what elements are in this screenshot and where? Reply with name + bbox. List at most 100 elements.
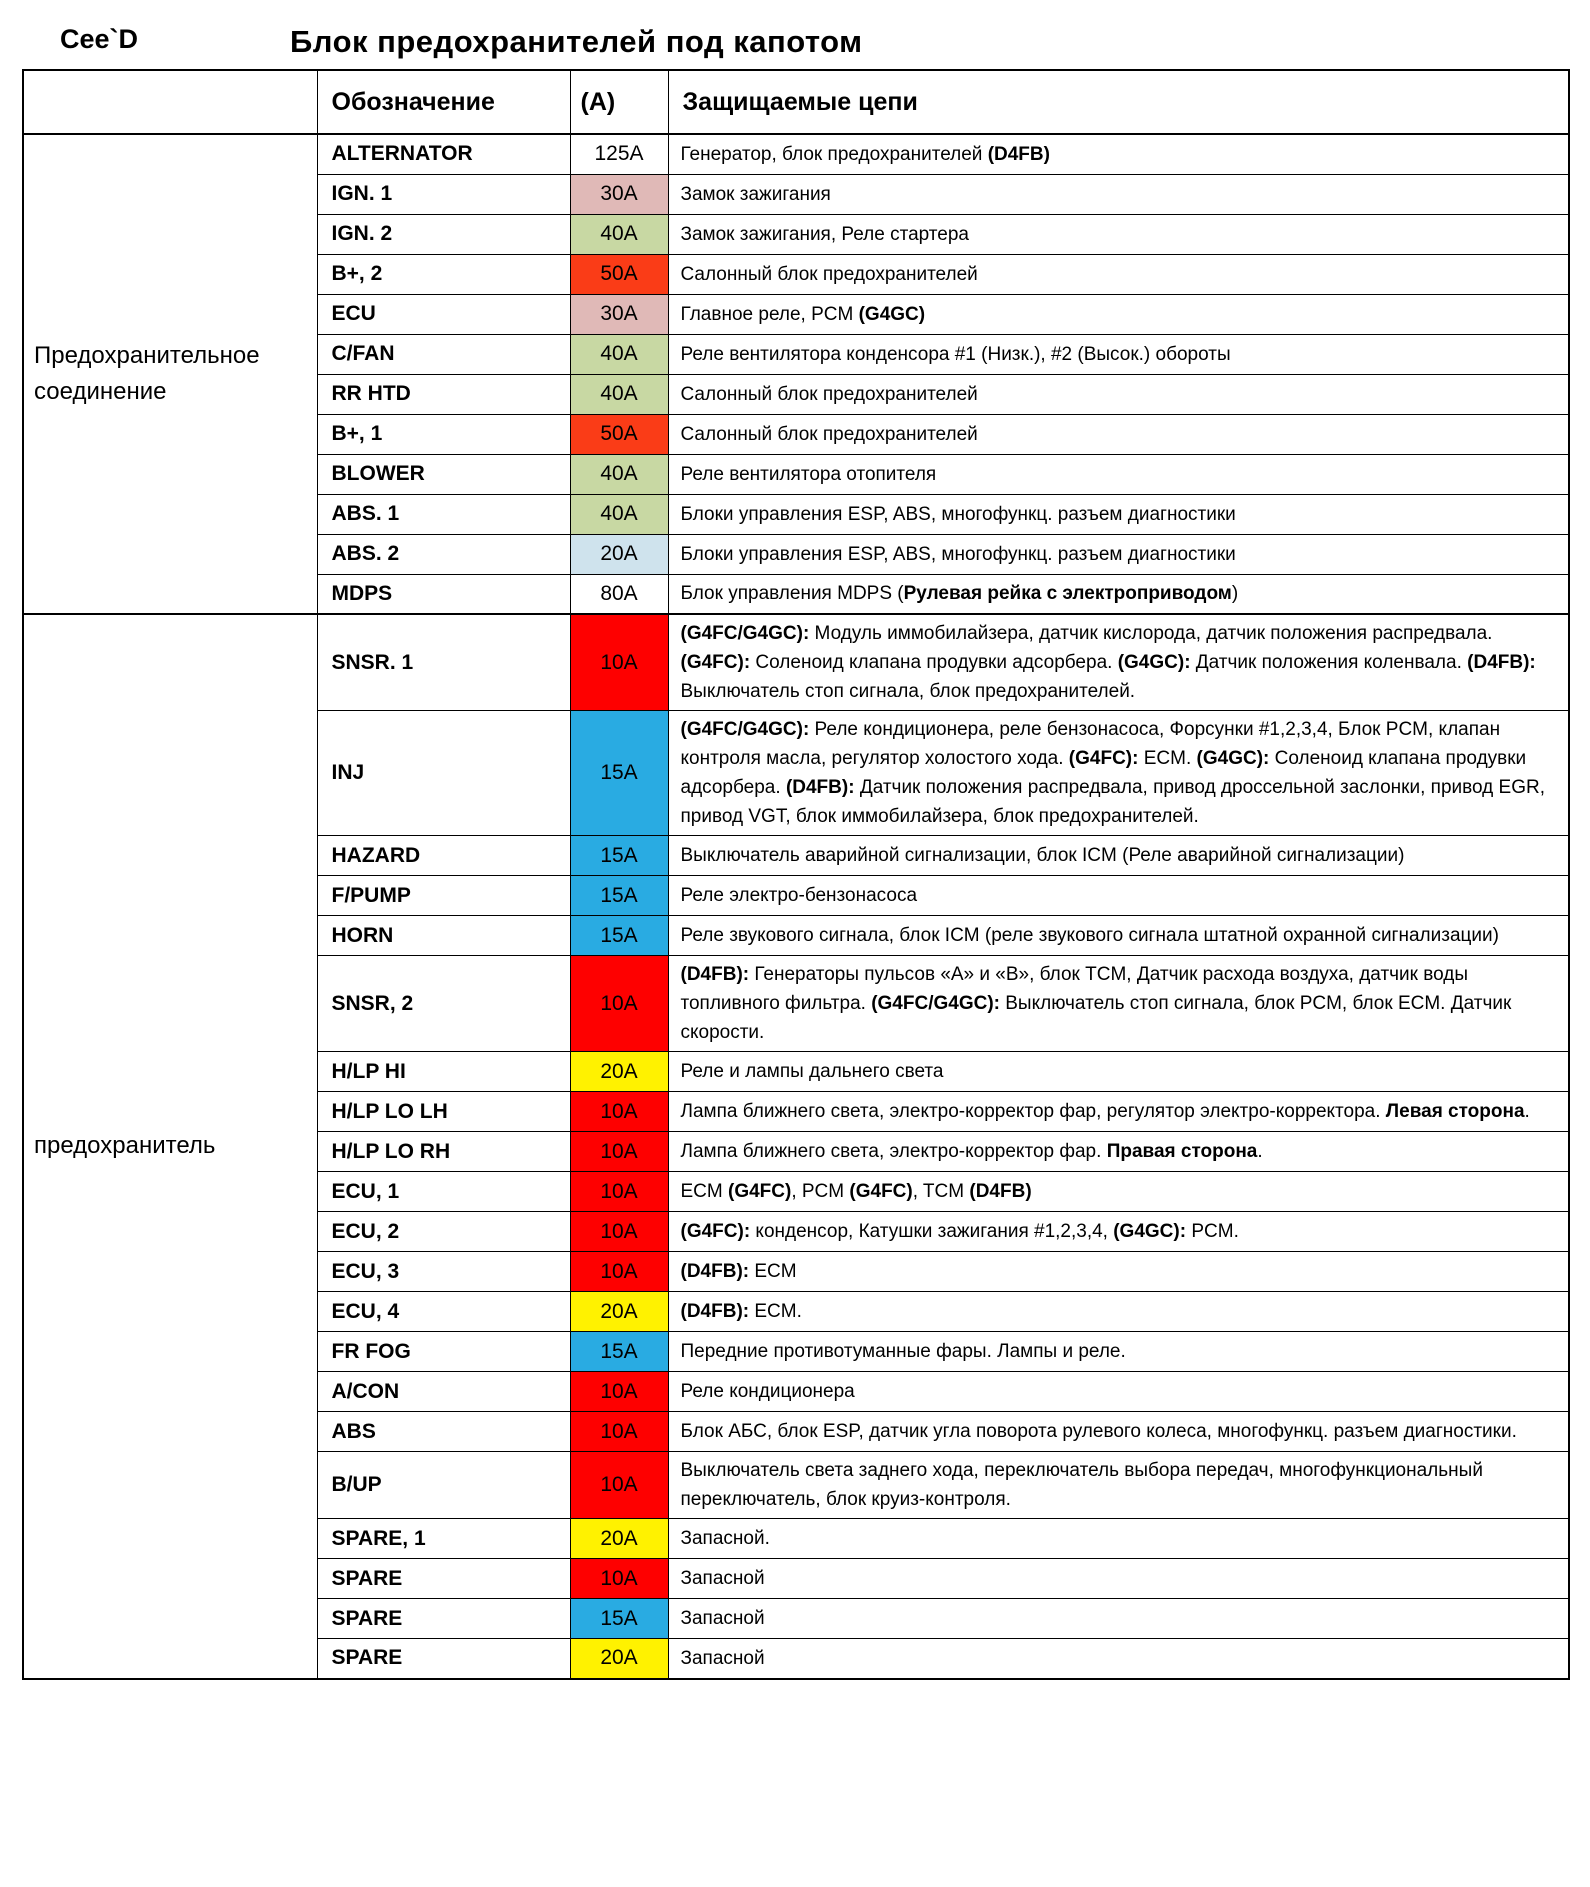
table-row: BLOWER 40A Реле вентилятора отопителя xyxy=(23,453,1570,495)
amperage-cell: 40A xyxy=(569,373,669,415)
circuits-cell: (G4FC): конденсор, Катушки зажигания #1,… xyxy=(667,1211,1570,1252)
circuit-text-bold: (G4FC/G4GC): xyxy=(680,623,810,644)
circuit-text: Датчик положения распредвала, привод дро… xyxy=(680,777,1545,827)
table-row: SPARE, 1 20A Запасной. xyxy=(23,1518,1570,1559)
amperage-cell: 40A xyxy=(569,493,669,535)
table-row: HAZARD 15A Выключатель аварийной сигнализа… xyxy=(23,835,1570,876)
circuits-cell: Реле звукового сигнала, блок ICM (реле з… xyxy=(667,915,1570,956)
circuit-text: Салонный блок предохранителей xyxy=(680,383,978,405)
circuit-text-bold: (D4FB): xyxy=(680,1261,750,1282)
circuits-cell: (D4FB): ECM. xyxy=(667,1291,1570,1332)
amperage-cell: 20A xyxy=(569,1051,669,1092)
table-row: SNSR, 2 10A (D4FB): Генераторы пульсов «А»… xyxy=(23,955,1570,1052)
circuits-cell: Реле электро-бензонасоса xyxy=(667,875,1570,916)
table-row: ECU, 3 10A (D4FB): ECM xyxy=(23,1251,1570,1292)
page-title: Блок предохранителей под капотом xyxy=(290,24,863,59)
circuit-text: Модуль иммобилайзера, датчик кислорода, … xyxy=(809,623,1493,644)
circuit-text: Датчик положения коленвала. xyxy=(1190,652,1468,673)
circuit-text-bold: (G4FC) xyxy=(728,1181,792,1202)
amperage-cell: 50A xyxy=(569,413,669,455)
fuse-table-body: Предохранительное соединение ALTERNATOR 12… xyxy=(22,133,1570,1679)
circuit-text: Блок управления MDPS ( xyxy=(680,583,904,605)
circuit-text: Запасной xyxy=(680,1608,765,1629)
amperage-cell: 20A xyxy=(569,1638,669,1679)
group-label: предохранитель xyxy=(22,613,318,1679)
circuits-header: Защищаемые цепи xyxy=(667,69,1570,135)
designation-cell: H/LP LO LH xyxy=(316,1091,571,1132)
amperage-cell: 10A xyxy=(569,1451,669,1519)
circuits-cell: Запасной xyxy=(667,1638,1570,1679)
circuit-text: конденсор, Катушки зажигания #1,2,3,4, xyxy=(750,1221,1114,1242)
circuit-text-bold: (D4FB): xyxy=(680,1301,750,1322)
circuits-cell: Реле вентилятора отопителя xyxy=(667,453,1570,495)
circuit-text-bold: (G4GC): xyxy=(1196,748,1270,769)
table-row: SPARE 10A Запасной xyxy=(23,1558,1570,1599)
circuits-cell: Блоки управления ESP, ABS, многофункц. р… xyxy=(667,493,1570,535)
circuit-text: Передние противотуманные фары. Лампы и р… xyxy=(680,1341,1126,1362)
table-row: Предохранительное соединение ALTERNATOR 12… xyxy=(22,133,1570,615)
brand-label: Cee`D xyxy=(60,24,139,54)
table-row: IGN. 2 40A Замок зажигания, Реле стартера xyxy=(23,213,1570,255)
designation-header: Обозначение xyxy=(316,69,571,135)
designation-cell: ECU, 1 xyxy=(316,1171,571,1212)
circuits-cell: Замок зажигания, Реле стартера xyxy=(667,213,1570,255)
circuits-cell: Салонный блок предохранителей xyxy=(667,253,1570,295)
table-row: RR HTD 40A Салонный блок предохранителей xyxy=(23,373,1570,415)
circuit-text: Главное реле, PCM xyxy=(680,303,859,325)
circuits-cell: (G4FC/G4GC): Реле кондиционера, реле бен… xyxy=(667,710,1570,836)
circuit-text: Генераторы пульсов «А» и «В», блок TCM, … xyxy=(680,964,1469,1014)
circuit-text-bold: Рулевая рейка с электроприводом xyxy=(903,583,1232,605)
circuit-text: . xyxy=(1524,1101,1530,1122)
circuit-text-bold: (D4FB) xyxy=(969,1181,1032,1202)
circuit-text: Реле кондиционера xyxy=(680,1381,855,1402)
designation-cell: INJ xyxy=(316,710,571,836)
circuit-text: ECM xyxy=(680,1181,728,1202)
circuit-text: Выключатель стоп сигнала, блок PCM, блок… xyxy=(680,993,1512,1043)
designation-cell: MDPS xyxy=(316,573,571,615)
designation-cell: RR HTD xyxy=(316,373,571,415)
circuits-cell: Запасной xyxy=(667,1598,1570,1639)
designation-cell: A/CON xyxy=(316,1371,571,1412)
table-row: B/UP 10A Выключатель света заднего хода, п… xyxy=(23,1451,1570,1519)
amperage-cell: 20A xyxy=(569,1291,669,1332)
circuit-text: Выключатель аварийной сигнализации, блок… xyxy=(680,845,1405,866)
circuit-text: Запасной xyxy=(680,1568,765,1589)
circuit-text: , TCM xyxy=(912,1181,970,1202)
designation-cell: IGN. 1 xyxy=(316,173,571,215)
circuits-cell: Реле кондиционера xyxy=(667,1371,1570,1412)
amperage-cell: 15A xyxy=(569,835,669,876)
amperage-cell: 15A xyxy=(569,1598,669,1639)
designation-cell: ABS. 1 xyxy=(316,493,571,535)
circuits-cell: (D4FB): ECM xyxy=(667,1251,1570,1292)
circuit-text: , PCM xyxy=(791,1181,850,1202)
page-header: Cee`D Блок предохранителей под капотом xyxy=(0,0,1590,69)
amperage-cell: 15A xyxy=(569,710,669,836)
amperage-cell: 10A xyxy=(569,613,669,711)
designation-cell: HAZARD xyxy=(316,835,571,876)
table-row: SPARE 20A Запасной xyxy=(23,1638,1570,1679)
table-row: MDPS 80A Блок управления MDPS (Рулевая рей… xyxy=(23,573,1570,615)
circuits-cell: Генератор, блок предохранителей (D4FB) xyxy=(667,133,1570,175)
designation-cell: IGN. 2 xyxy=(316,213,571,255)
circuits-cell: Блок управления MDPS (Рулевая рейка с эл… xyxy=(667,573,1570,615)
circuit-text: Лампа ближнего света, электро-корректор … xyxy=(680,1101,1386,1122)
circuit-text: Соленоид клапана продувки адсорбера. xyxy=(680,748,1527,798)
designation-cell: ECU, 3 xyxy=(316,1251,571,1292)
table-row: ECU, 4 20A (D4FB): ECM. xyxy=(23,1291,1570,1332)
circuits-cell: Реле вентилятора конденсора #1 (Низк.), … xyxy=(667,333,1570,375)
designation-cell: F/PUMP xyxy=(316,875,571,916)
designation-cell: ABS xyxy=(316,1411,571,1452)
circuits-cell: Выключатель света заднего хода, переключ… xyxy=(667,1451,1570,1519)
corner-cell xyxy=(22,69,318,135)
amperage-cell: 10A xyxy=(569,1371,669,1412)
circuit-text: ECM. xyxy=(1138,748,1197,769)
circuits-cell: ECM (G4FC), PCM (G4FC), TCM (D4FB) xyxy=(667,1171,1570,1212)
designation-cell: FR FOG xyxy=(316,1331,571,1372)
amperage-cell: 40A xyxy=(569,213,669,255)
circuit-text-bold: (G4FC): xyxy=(680,652,751,673)
circuit-text: Запасной. xyxy=(680,1528,770,1549)
circuit-text: Салонный блок предохранителей xyxy=(680,423,978,445)
designation-cell: B+, 1 xyxy=(316,413,571,455)
designation-cell: SPARE, 1 xyxy=(316,1518,571,1559)
